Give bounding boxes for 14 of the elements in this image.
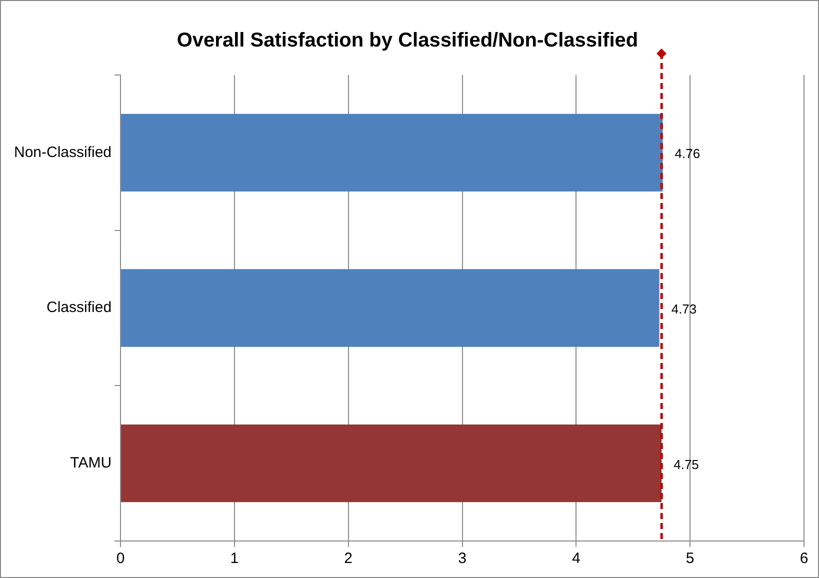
data-label: 4.73 bbox=[671, 302, 697, 317]
x-tick-label: 3 bbox=[458, 550, 466, 568]
x-tick-label: 5 bbox=[686, 550, 694, 568]
chart-title: Overall Satisfaction by Classified/Non-Classified bbox=[176, 30, 638, 52]
x-tick-label: 0 bbox=[116, 550, 125, 568]
y-tick-label: Classified bbox=[46, 299, 112, 316]
data-label: 4.75 bbox=[674, 456, 699, 472]
y-tick-label: Non-Classified bbox=[14, 144, 112, 161]
data-label: 4.76 bbox=[674, 146, 700, 162]
x-tick-label: 4 bbox=[572, 550, 580, 568]
x-tick-label: 2 bbox=[344, 550, 353, 568]
x-tick-label: 1 bbox=[230, 550, 239, 568]
y-tick-label: TAMU bbox=[70, 454, 112, 472]
x-tick-label: 6 bbox=[800, 550, 808, 568]
